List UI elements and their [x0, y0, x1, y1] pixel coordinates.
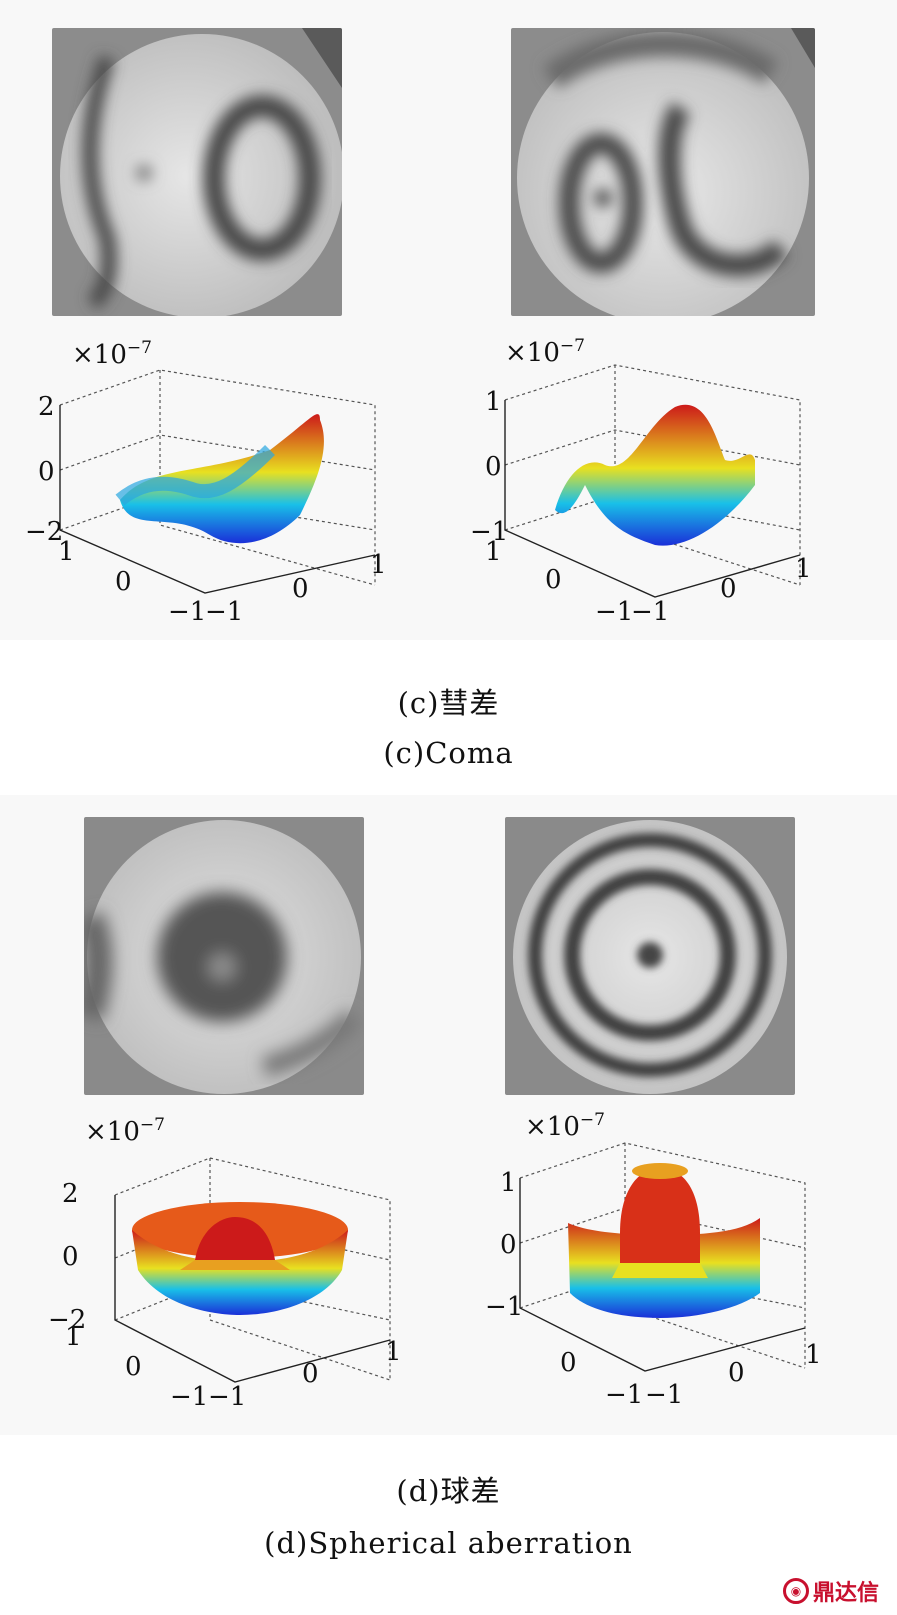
- scale-label: ×10−7: [72, 338, 152, 370]
- x-tick-1: 1: [370, 550, 387, 580]
- interferogram-coma-left: [52, 28, 342, 316]
- figure-panel-coma: ×10−7 2 0 −2 1 0 −1 −1 0 1 ×10−7 1 0 −1 …: [0, 0, 897, 640]
- x-tick-1: 1: [805, 1340, 822, 1370]
- x-tick-1: 1: [385, 1337, 402, 1367]
- watermark-logo: ◉ 鼎达信: [782, 1575, 879, 1607]
- y-tick-1: 1: [58, 537, 75, 567]
- y-tick-neg1: −1: [168, 597, 206, 627]
- x-tick-1: 1: [795, 554, 812, 584]
- z-tick-bottom: −2: [48, 1305, 86, 1335]
- x-tick-neg1: −1: [205, 597, 243, 627]
- x-tick-neg1: −1: [631, 597, 669, 627]
- y-tick-1: 1: [485, 537, 502, 567]
- figure-panel-spherical: ×10−7 2 0 −2 1 0 −1 −1 0 1 ×10−7 1: [0, 795, 897, 1435]
- watermark-text: 鼎达信: [812, 1581, 879, 1606]
- z-tick-top: 2: [62, 1179, 79, 1209]
- x-tick-neg1: −1: [208, 1382, 246, 1412]
- z-tick-top: 1: [500, 1168, 517, 1198]
- x-tick-0: 0: [728, 1358, 745, 1388]
- z-tick-mid: 0: [485, 452, 502, 482]
- surface-plot-coma-right: ×10−7 1 0 −1 1 0 −1 −1 0 1: [455, 335, 855, 635]
- y-tick-0: 0: [545, 565, 562, 595]
- scale-label: ×10−7: [525, 1110, 605, 1142]
- y-tick-1: 1: [65, 1322, 82, 1352]
- y-tick-neg1: −1: [170, 1382, 208, 1412]
- y-tick-0: 0: [115, 567, 132, 597]
- logo-icon: ◉: [782, 1578, 809, 1604]
- z-tick-mid: 0: [500, 1230, 517, 1260]
- x-tick-0: 0: [302, 1359, 319, 1389]
- z-tick-mid: 0: [38, 457, 55, 487]
- caption-cn-coma: (c)彗差: [397, 686, 500, 720]
- x-tick-neg1: −1: [645, 1380, 683, 1410]
- caption-cn-spherical: (d)球差: [396, 1474, 501, 1508]
- y-tick-neg1: −1: [595, 597, 633, 627]
- y-tick-0: 0: [560, 1348, 577, 1378]
- y-tick-neg1: −1: [605, 1380, 643, 1410]
- surface-plot-spherical-right: ×10−7 1 0 −1 0 −1 −1 0 1: [460, 1110, 860, 1413]
- z-tick-bottom: −1: [470, 517, 508, 547]
- interferogram-spherical-right: [505, 817, 795, 1095]
- x-tick-0: 0: [292, 574, 309, 604]
- scale-label: ×10−7: [505, 336, 585, 368]
- interferogram-coma-right: [511, 28, 815, 316]
- scale-label: ×10−7: [85, 1115, 165, 1147]
- z-tick-top: 1: [485, 387, 502, 417]
- caption-en-spherical: (d)Spherical aberration: [264, 1526, 633, 1560]
- caption-en-coma: (c)Coma: [383, 736, 514, 770]
- surface-plot-spherical-left: ×10−7 2 0 −2 1 0 −1 −1 0 1: [20, 1115, 410, 1420]
- z-tick-mid: 0: [62, 1242, 79, 1272]
- z-tick-bottom: −1: [485, 1292, 523, 1322]
- surface-plot-coma-left: ×10−7 2 0 −2 1 0 −1 −1 0 1: [20, 335, 400, 635]
- interferogram-spherical-left: [84, 817, 364, 1095]
- z-tick-top: 2: [38, 392, 55, 422]
- x-tick-0: 0: [720, 574, 737, 604]
- z-tick-bottom: −2: [25, 517, 63, 547]
- y-tick-0: 0: [125, 1352, 142, 1382]
